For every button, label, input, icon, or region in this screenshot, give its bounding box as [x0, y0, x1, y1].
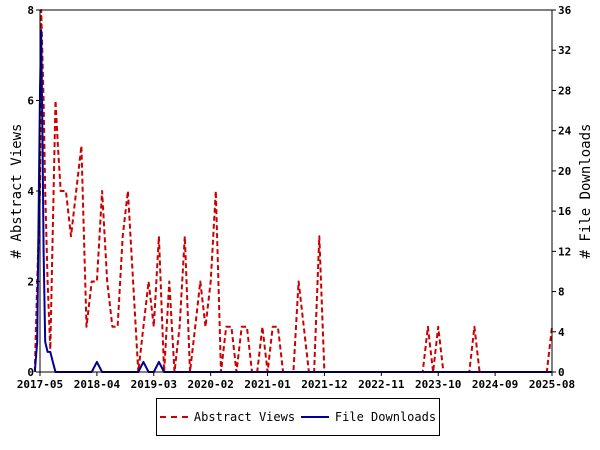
legend-label-abstract-views: Abstract Views — [193, 410, 296, 424]
axes-layer: 2017-05 2018-04 2019-03 2020-02 2021-01 2021-… — [17, 4, 575, 391]
legend-swatch-abstract-views — [159, 416, 188, 418]
x-tick-label: 2020-02 — [187, 378, 233, 391]
y-left-tick-label: 8 — [27, 4, 34, 17]
y-left-tick-label: 0 — [27, 366, 34, 379]
legend-item-abstract-views: Abstract Views — [159, 410, 296, 424]
x-tick-label: 2021-12 — [301, 378, 347, 391]
y-right-tick-label: 20 — [558, 165, 571, 178]
y-left-axis-title: # Abstract Views — [9, 124, 25, 259]
x-tick-label: 2022-11 — [358, 378, 405, 391]
y-right-tick-label: 0 — [558, 366, 565, 379]
series-layer — [33, 9, 553, 373]
y-right-tick-label: 8 — [558, 286, 565, 299]
y-left-tick-label: 2 — [27, 276, 34, 289]
y-right-tick-label: 4 — [558, 326, 565, 339]
y-right-tick-label: 32 — [558, 44, 571, 57]
x-tick-label: 2025-08 — [529, 378, 575, 391]
series-line-abstract-views — [33, 9, 553, 373]
y-right-tick-label: 12 — [558, 245, 571, 258]
legend-swatch-file-downloads — [300, 416, 329, 418]
y-right-tick-label: 24 — [558, 125, 572, 138]
x-tick-label: 2024-09 — [472, 378, 518, 391]
y-right-tick-label: 16 — [558, 205, 572, 218]
x-tick-label: 2023-10 — [415, 378, 461, 391]
x-tick-label: 2019-03 — [131, 378, 177, 391]
x-tick-label: 2021-01 — [244, 378, 291, 391]
x-tick-label: 2017-05 — [17, 378, 63, 391]
y-left-tick-label: 4 — [27, 185, 34, 198]
legend-item-file-downloads: File Downloads — [300, 410, 437, 424]
legend: Abstract Views File Downloads — [156, 398, 440, 436]
y-right-tick-label: 36 — [558, 4, 572, 17]
legend-label-file-downloads: File Downloads — [334, 410, 437, 424]
y-left-tick-label: 6 — [27, 95, 34, 108]
y-right-axis-title: # File Downloads — [578, 124, 594, 259]
y-right-tick-label: 28 — [558, 84, 571, 97]
x-tick-label: 2018-04 — [74, 378, 121, 391]
